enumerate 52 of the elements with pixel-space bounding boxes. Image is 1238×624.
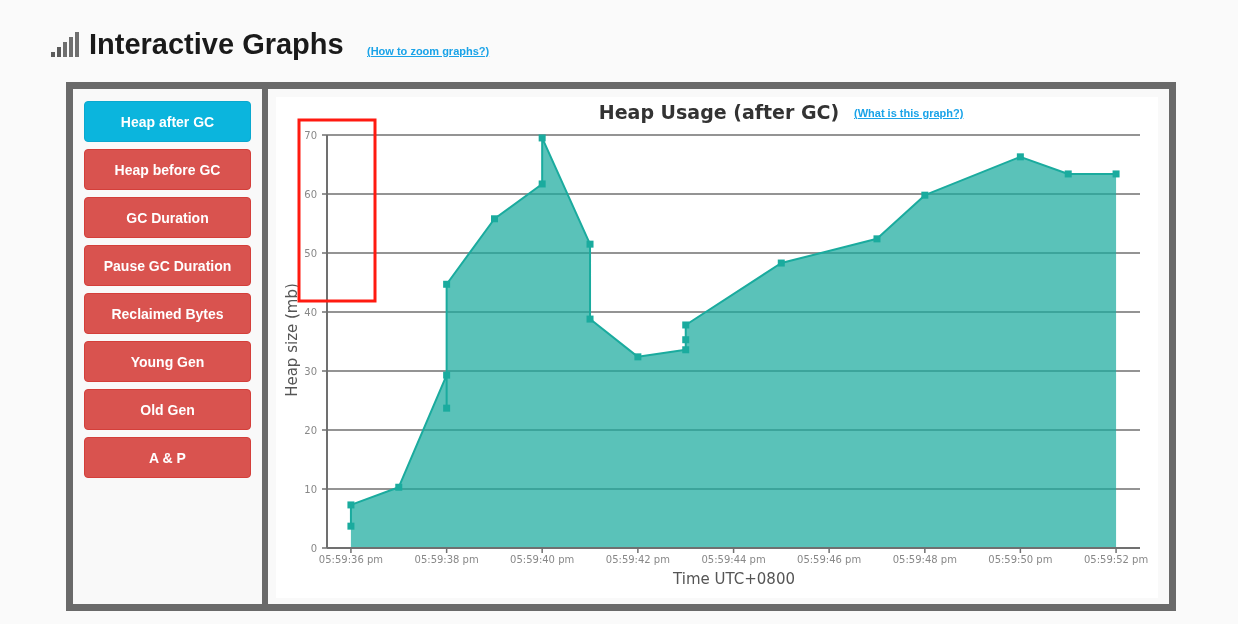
text: Old Gen bbox=[84, 389, 251, 430]
chart-title: Heap Usage (after GC) bbox=[598, 101, 840, 123]
text: Pause GC Duration bbox=[84, 245, 251, 286]
y-tick-label: 30 bbox=[304, 366, 317, 377]
point bbox=[586, 315, 594, 323]
y-tick-label: 70 bbox=[304, 130, 317, 141]
point bbox=[490, 215, 498, 223]
point bbox=[921, 191, 929, 199]
text: Heap after GC bbox=[84, 101, 251, 142]
x-tick-label: 05:59:48 pm bbox=[892, 554, 957, 565]
point bbox=[1016, 153, 1024, 161]
y-tick-label: 40 bbox=[304, 307, 317, 318]
text: Young Gen bbox=[84, 341, 251, 382]
point bbox=[1112, 170, 1120, 178]
point bbox=[395, 483, 403, 491]
point bbox=[682, 346, 690, 354]
text: Reclaimed Bytes bbox=[84, 293, 251, 334]
text: GC Duration bbox=[84, 197, 251, 238]
y-tick-label: 60 bbox=[304, 189, 317, 200]
point bbox=[873, 235, 881, 243]
text: A & P bbox=[84, 437, 251, 478]
x-tick-label: 05:59:50 pm bbox=[988, 554, 1053, 565]
y-tick-label: 20 bbox=[304, 425, 317, 436]
y-tick-label: 10 bbox=[304, 484, 317, 495]
text: (How to zoom graphs?) bbox=[367, 44, 490, 58]
y-tick-label: 0 bbox=[310, 543, 317, 554]
point bbox=[443, 371, 451, 379]
point bbox=[586, 240, 594, 248]
point bbox=[443, 280, 451, 288]
y-tick-label: 50 bbox=[304, 248, 317, 259]
x-axis-title: Time UTC+0800 bbox=[672, 570, 795, 588]
point bbox=[538, 134, 546, 142]
point bbox=[634, 353, 642, 361]
text: Heap before GC bbox=[84, 149, 251, 190]
x-tick-label: 05:59:44 pm bbox=[701, 554, 766, 565]
point bbox=[1064, 170, 1072, 178]
point bbox=[443, 404, 451, 412]
x-tick-label: 05:59:36 pm bbox=[318, 554, 384, 565]
x-tick-label: 05:59:38 pm bbox=[414, 554, 479, 565]
point bbox=[777, 259, 785, 267]
text: (What is this graph?) bbox=[854, 106, 964, 120]
point bbox=[682, 321, 690, 329]
x-tick-label: 05:59:46 pm bbox=[797, 554, 862, 565]
x-tick-label: 05:59:52 pm bbox=[1083, 554, 1149, 565]
point bbox=[538, 180, 546, 188]
point bbox=[682, 336, 690, 344]
text: Interactive Graphs bbox=[89, 27, 344, 62]
point bbox=[347, 501, 355, 509]
y-axis-title: Heap size (mb) bbox=[283, 283, 301, 397]
x-tick-label: 05:59:42 pm bbox=[605, 554, 670, 565]
point bbox=[347, 522, 355, 530]
x-tick-label: 05:59:40 pm bbox=[510, 554, 575, 565]
